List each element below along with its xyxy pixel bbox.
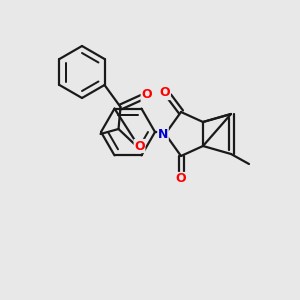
Text: O: O xyxy=(160,86,170,100)
Text: O: O xyxy=(141,88,152,101)
Text: O: O xyxy=(176,172,186,185)
Text: N: N xyxy=(158,128,168,140)
Text: O: O xyxy=(134,140,145,152)
